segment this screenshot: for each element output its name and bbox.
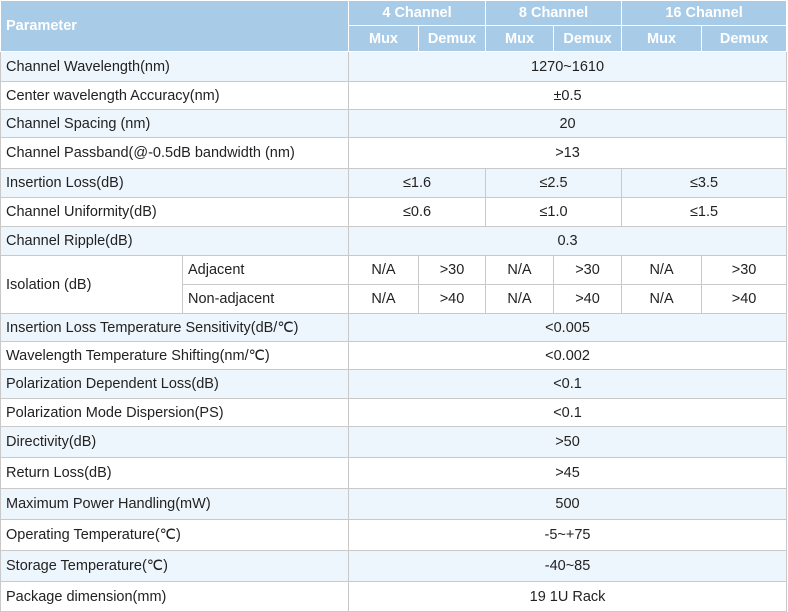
value-8ch-demux: >40 — [553, 284, 623, 314]
row-value: -5~+75 — [347, 519, 788, 551]
row-value: <0.1 — [347, 398, 788, 427]
row-label: Polarization Mode Dispersion(PS) — [0, 398, 349, 427]
value-16-channel: ≤1.5 — [621, 197, 788, 227]
row-value: <0.005 — [347, 313, 788, 342]
row-isolation-adjacent: Isolation (dB) Adjacent N/A >30 N/A >30 … — [0, 255, 788, 314]
value-4ch-mux: N/A — [348, 255, 419, 285]
row-directivity: Directivity(dB) >50 — [0, 426, 788, 458]
value-4-channel: ≤1.6 — [347, 168, 487, 198]
row-label: Channel Passband(@-0.5dB bandwidth (nm) — [0, 137, 349, 169]
row-operating-temp: Operating Temperature(℃) -5~+75 — [0, 519, 788, 551]
value-16-channel: ≤3.5 — [621, 168, 788, 198]
row-label: Center wavelength Accuracy(nm) — [0, 81, 349, 110]
row-center-accuracy: Center wavelength Accuracy(nm) ±0.5 — [0, 81, 788, 110]
row-channel-wavelength: Channel Wavelength(nm) 1270~1610 — [0, 51, 788, 82]
value-8-channel: ≤2.5 — [485, 168, 623, 198]
row-pmd: Polarization Mode Dispersion(PS) <0.1 — [0, 398, 788, 427]
row-label: Channel Spacing (nm) — [0, 109, 349, 138]
row-storage-temp: Storage Temperature(℃) -40~85 — [0, 550, 788, 582]
header-4-channel: 4 Channel — [347, 0, 487, 26]
row-max-power: Maximum Power Handling(mW) 500 — [0, 488, 788, 520]
row-value: <0.002 — [347, 341, 788, 370]
header-16ch-demux: Demux — [701, 25, 788, 52]
header-8-channel: 8 Channel — [485, 0, 623, 26]
value-8-channel: ≤1.0 — [485, 197, 623, 227]
value-8ch-demux: >30 — [553, 255, 623, 285]
row-value: 0.3 — [347, 226, 788, 256]
row-value: 19 1U Rack — [347, 581, 788, 612]
row-label: Polarization Dependent Loss(dB) — [0, 369, 349, 399]
value-8ch-mux: N/A — [485, 284, 555, 314]
header-4ch-mux: Mux — [348, 25, 419, 52]
sub-label-adjacent: Adjacent — [182, 255, 349, 285]
row-channel-ripple: Channel Ripple(dB) 0.3 — [0, 226, 788, 256]
row-isolation-non-adjacent: Non-adjacent N/A >40 N/A >40 N/A >40 — [1, 284, 788, 314]
row-value: <0.1 — [347, 369, 788, 399]
header-16-channel: 16 Channel — [621, 0, 788, 26]
row-value: >45 — [347, 457, 788, 489]
row-label: Package dimension(mm) — [0, 581, 349, 612]
header-4ch-demux: Demux — [417, 25, 487, 52]
value-4ch-mux: N/A — [348, 284, 419, 314]
value-8ch-mux: N/A — [485, 255, 555, 285]
value-16ch-mux: N/A — [621, 284, 703, 314]
row-label: Channel Ripple(dB) — [0, 226, 349, 256]
row-wl-temp-shifting: Wavelength Temperature Shifting(nm/℃) <0… — [0, 341, 788, 370]
header-8ch-demux: Demux — [553, 25, 623, 52]
value-16ch-demux: >30 — [701, 255, 788, 285]
row-value: -40~85 — [347, 550, 788, 582]
sub-label-non-adjacent: Non-adjacent — [182, 284, 349, 314]
row-pdl: Polarization Dependent Loss(dB) <0.1 — [0, 369, 788, 399]
row-label: Channel Wavelength(nm) — [0, 51, 349, 82]
header-16ch-mux: Mux — [621, 25, 703, 52]
row-package-dimension: Package dimension(mm) 19 1U Rack — [0, 581, 788, 612]
row-label: Channel Uniformity(dB) — [0, 197, 349, 227]
value-16ch-demux: >40 — [701, 284, 788, 314]
row-label: Insertion Loss(dB) — [0, 168, 349, 198]
value-4ch-demux: >40 — [417, 284, 487, 314]
row-label: Operating Temperature(℃) — [0, 519, 349, 551]
header-parameter: Parameter — [0, 0, 349, 52]
row-return-loss: Return Loss(dB) >45 — [0, 457, 788, 489]
row-value: 20 — [347, 109, 788, 138]
row-label: Wavelength Temperature Shifting(nm/℃) — [0, 341, 349, 370]
row-label: Directivity(dB) — [0, 426, 349, 458]
value-4-channel: ≤0.6 — [347, 197, 487, 227]
row-label: Maximum Power Handling(mW) — [0, 488, 349, 520]
row-label: Insertion Loss Temperature Sensitivity(d… — [0, 313, 349, 342]
row-value: >13 — [347, 137, 788, 169]
row-label: Isolation (dB) — [0, 255, 183, 314]
row-il-temp-sensitivity: Insertion Loss Temperature Sensitivity(d… — [0, 313, 788, 342]
row-channel-spacing: Channel Spacing (nm) 20 — [0, 109, 788, 138]
row-insertion-loss: Insertion Loss(dB) ≤1.6 ≤2.5 ≤3.5 — [0, 168, 788, 198]
value-16ch-mux: N/A — [621, 255, 703, 285]
value-4ch-demux: >30 — [417, 255, 487, 285]
row-channel-uniformity: Channel Uniformity(dB) ≤0.6 ≤1.0 ≤1.5 — [0, 197, 788, 227]
row-value: 500 — [347, 488, 788, 520]
row-passband: Channel Passband(@-0.5dB bandwidth (nm) … — [0, 137, 788, 169]
row-label: Storage Temperature(℃) — [0, 550, 349, 582]
header-8ch-mux: Mux — [485, 25, 555, 52]
row-value: ±0.5 — [347, 81, 788, 110]
row-value: 1270~1610 — [347, 51, 788, 82]
row-value: >50 — [347, 426, 788, 458]
row-label: Return Loss(dB) — [0, 457, 349, 489]
